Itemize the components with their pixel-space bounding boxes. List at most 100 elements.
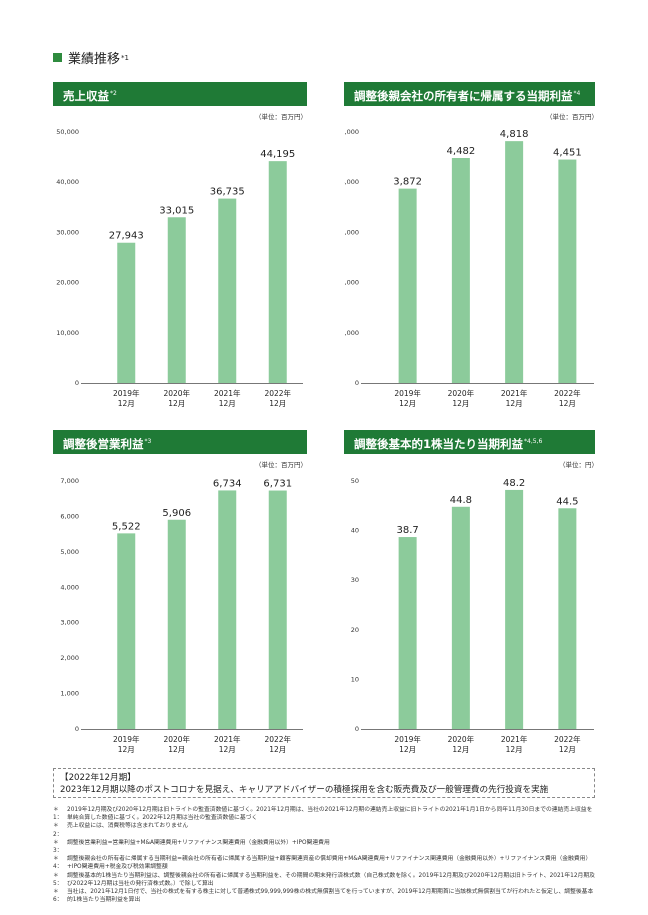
bar bbox=[117, 242, 136, 383]
y-tick-label: 30,000 bbox=[56, 228, 79, 236]
panel-title: 売上収益 bbox=[63, 88, 109, 103]
category-label: 2021年 bbox=[501, 388, 528, 398]
bar bbox=[505, 489, 524, 729]
y-tick-label: 40,000 bbox=[56, 178, 79, 186]
category-label: 2020年 bbox=[448, 388, 475, 398]
category-label: 2020年 bbox=[163, 734, 190, 744]
unit-label: （単位：百万円） bbox=[255, 113, 307, 121]
y-tick-label: 20 bbox=[351, 626, 359, 634]
y-tick-label: 0 bbox=[75, 379, 79, 387]
data-label: 44,195 bbox=[260, 149, 295, 160]
bar bbox=[505, 141, 524, 383]
category-label: 12月 bbox=[399, 745, 416, 754]
footnote-mark: ＊3： bbox=[53, 839, 63, 855]
unit-label: （単位：円） bbox=[559, 461, 598, 469]
footnote-mark: ＊5： bbox=[53, 872, 63, 887]
panel-banner: 調整後営業利益*3 bbox=[53, 430, 307, 454]
category-label: 12月 bbox=[559, 745, 576, 754]
category-label: 12月 bbox=[559, 399, 576, 408]
category-label: 2021年 bbox=[214, 734, 241, 744]
bar bbox=[558, 159, 577, 383]
data-label: 38.7 bbox=[396, 525, 418, 536]
category-label: 2022年 bbox=[554, 388, 581, 398]
panel-banner: 調整後親会社の所有者に帰属する当期利益*4 bbox=[344, 82, 595, 106]
footnote-mark: ＊4： bbox=[53, 856, 63, 871]
y-tick-label: 2,000 bbox=[60, 654, 79, 662]
category-label: 12月 bbox=[506, 399, 523, 408]
note-body: 2023年12月期以降のポストコロナを見据え、キャリアアドバイザーの積極採用を含… bbox=[60, 785, 549, 795]
data-label: 5,522 bbox=[112, 521, 141, 532]
panel-mark: *2 bbox=[110, 90, 117, 97]
section-title-mark: *1 bbox=[121, 53, 129, 62]
category-label: 2020年 bbox=[448, 734, 475, 744]
bar-chart: 0 1,000 2,000 3,000 4,000 5,000 6,000 7,000 5,52… bbox=[60, 477, 303, 754]
unit-label: （単位：百万円） bbox=[546, 113, 598, 121]
y-tick-label: 50 bbox=[351, 477, 359, 485]
y-tick-label: 3,000 bbox=[60, 619, 79, 627]
panel-mark: *4 bbox=[573, 90, 581, 97]
y-tick-label: 0 bbox=[75, 725, 79, 733]
bar bbox=[117, 533, 136, 729]
y-tick-label: 0 bbox=[355, 725, 359, 733]
bar bbox=[268, 490, 287, 729]
category-label: 12月 bbox=[452, 745, 469, 754]
bar bbox=[398, 537, 417, 729]
bar bbox=[558, 508, 577, 729]
category-label: 2021年 bbox=[501, 734, 528, 744]
panel-mark: *4,5,6 bbox=[524, 438, 543, 445]
data-label: 4,451 bbox=[553, 148, 582, 159]
section-marker-icon bbox=[53, 53, 62, 62]
data-label: 3,872 bbox=[393, 177, 422, 188]
bar-chart: 0 10,000 20,000 30,000 40,000 50,000 27,943 201… bbox=[56, 128, 303, 408]
category-label: 12月 bbox=[168, 399, 185, 408]
y-tick-label: 2,000 bbox=[344, 279, 359, 287]
category-label: 12月 bbox=[269, 399, 286, 408]
data-label: 44.5 bbox=[556, 496, 578, 507]
bar bbox=[167, 217, 186, 383]
category-label: 2019年 bbox=[113, 734, 140, 744]
footnote-text: 2019年12月期及び2020年12月期は旧トライトの監査済数値に基づく。202… bbox=[67, 807, 593, 822]
footnote: ＊6： 当社は、2021年12月1日付で、当社の株式を有する株主に対して普通株式9… bbox=[53, 888, 598, 904]
panel-operating-income: 調整後営業利益*3 （単位：百万円） 0 1,000 2,000 3,000 4,000… bbox=[53, 430, 307, 760]
y-tick-label: 1,000 bbox=[344, 329, 359, 337]
category-label: 12月 bbox=[219, 399, 236, 408]
footnote-text: 調整後基本的1株当たり当期利益は、調整後親会社の所有者に帰属する当期利益を、その… bbox=[67, 872, 595, 887]
category-label: 2021年 bbox=[214, 388, 241, 398]
y-tick-label: 40 bbox=[351, 527, 359, 535]
footnote-mark: ＊1： bbox=[53, 807, 63, 822]
category-label: 12月 bbox=[506, 745, 523, 754]
category-label: 12月 bbox=[168, 745, 185, 754]
footnote: ＊1： 2019年12月期及び2020年12月期は旧トライトの監査済数値に基づく。… bbox=[53, 806, 598, 822]
data-label: 48.2 bbox=[503, 478, 525, 489]
y-tick-label: 10 bbox=[351, 675, 359, 683]
bar bbox=[218, 490, 237, 729]
data-label: 44.8 bbox=[450, 495, 472, 506]
footnote: ＊4： 調整後親会社の所有者に帰属する当期利益=親会社の所有者に帰属する当期利益+… bbox=[53, 855, 598, 871]
category-label: 12月 bbox=[269, 745, 286, 754]
y-tick-label: 4,000 bbox=[60, 583, 79, 591]
panel-title: 調整後基本的1株当たり当期利益 bbox=[354, 436, 523, 451]
panel-title: 調整後営業利益 bbox=[63, 436, 144, 451]
data-label: 27,943 bbox=[109, 231, 144, 242]
data-label: 6,731 bbox=[263, 479, 292, 490]
category-label: 2022年 bbox=[264, 388, 291, 398]
data-label: 5,906 bbox=[162, 508, 191, 519]
y-tick-label: 6,000 bbox=[60, 512, 79, 520]
category-label: 2020年 bbox=[163, 388, 190, 398]
y-tick-label: 3,000 bbox=[344, 228, 359, 236]
panel-net-income: 調整後親会社の所有者に帰属する当期利益*4 （単位：百万円） 0 1,000 2,0… bbox=[344, 82, 598, 417]
y-tick-label: 4,000 bbox=[344, 178, 359, 186]
data-label: 6,734 bbox=[213, 478, 242, 489]
y-tick-label: 5,000 bbox=[60, 548, 79, 556]
data-label: 4,818 bbox=[500, 129, 529, 140]
footnote: ＊5： 調整後基本的1株当たり当期利益は、調整後親会社の所有者に帰属する当期利益を… bbox=[53, 872, 598, 888]
data-label: 36,735 bbox=[210, 187, 245, 198]
panel-banner: 調整後基本的1株当たり当期利益*4,5,6 bbox=[344, 430, 595, 454]
footnote-text: 調整後親会社の所有者に帰属する当期利益=親会社の所有者に帰属する当期利益+顧客関… bbox=[67, 856, 592, 871]
category-label: 12月 bbox=[452, 399, 469, 408]
category-label: 2019年 bbox=[113, 388, 140, 398]
category-label: 2019年 bbox=[394, 734, 421, 744]
footnote-text: 当社は、2021年12月1日付で、当社の株式を有する株主に対して普通株式99,9… bbox=[67, 889, 594, 904]
panel-title: 調整後親会社の所有者に帰属する当期利益 bbox=[354, 88, 573, 103]
footnote: ＊2： 売上収益には、消費税等は含まれておりません bbox=[53, 822, 598, 838]
